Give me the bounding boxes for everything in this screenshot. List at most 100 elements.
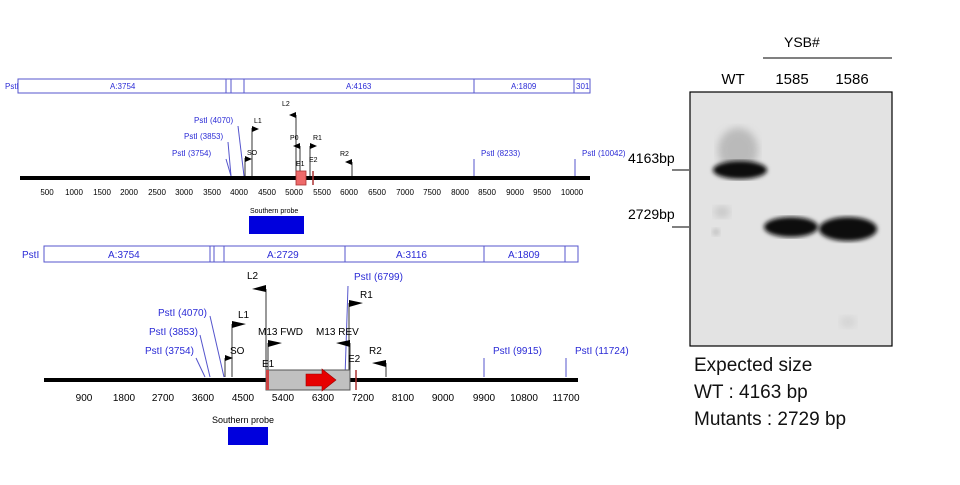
top-probe-label: Southern probe xyxy=(250,208,298,215)
svg-text:3000: 3000 xyxy=(175,188,193,197)
bottom-primer-m13fwd: M13 FWD xyxy=(258,327,303,338)
svg-text:4000: 4000 xyxy=(230,188,248,197)
top-site-3754: PstI (3754) xyxy=(172,149,211,158)
svg-text:900: 900 xyxy=(76,393,93,404)
bottom-primer-m13rev: M13 REV xyxy=(316,327,359,338)
marker-2729-label: 2729bp xyxy=(628,206,675,222)
svg-text:7200: 7200 xyxy=(352,393,375,404)
bottom-primer-r1: R1 xyxy=(360,290,373,301)
southern-blot: YSB# WT 1585 1586 4163bp 2729bp xyxy=(628,34,893,347)
svg-text:9000: 9000 xyxy=(506,188,524,197)
bottom-site-3853: PstI (3853) xyxy=(149,327,198,338)
svg-text:6300: 6300 xyxy=(312,393,335,404)
top-site-8233: PstI (8233) xyxy=(481,149,520,158)
svg-text:1800: 1800 xyxy=(113,393,136,404)
svg-text:9900: 9900 xyxy=(473,393,496,404)
expected-size-caption: Expected size WT : 4163 bp Mutants : 272… xyxy=(694,352,846,433)
band-1586-2729 xyxy=(819,217,877,241)
caption-mutants: Mutants : 2729 bp xyxy=(694,409,847,430)
top-exon-block xyxy=(295,170,307,186)
marker-4163-label: 4163bp xyxy=(628,150,675,166)
bottom-fragment-bar xyxy=(43,245,579,263)
top-site-3853: PstI (3853) xyxy=(184,132,223,141)
svg-text:6000: 6000 xyxy=(340,188,358,197)
bottom-primer-r2: R2 xyxy=(369,346,382,357)
top-primer-l1: L1 xyxy=(254,118,262,125)
band-1585-2729 xyxy=(764,217,818,237)
bottom-probe-label: Southern probe xyxy=(212,415,274,425)
svg-text:9000: 9000 xyxy=(432,393,455,404)
bottom-fragment-3: A:3116 xyxy=(396,250,427,261)
svg-text:1000: 1000 xyxy=(65,188,83,197)
bottom-fragment-1: A:3754 xyxy=(108,250,140,261)
top-primer-p0-arrow xyxy=(293,143,300,149)
top-site-10042: PstI (10042) xyxy=(582,149,626,158)
svg-text:2700: 2700 xyxy=(152,393,175,404)
bottom-fragment-4: A:1809 xyxy=(508,250,540,261)
bottom-primer-l1: L1 xyxy=(238,310,250,321)
bottom-primer-so: SO xyxy=(230,346,245,357)
bottom-enzyme-label: PstI xyxy=(22,250,39,261)
top-fragment-bar xyxy=(17,78,591,94)
svg-text:5000: 5000 xyxy=(285,188,303,197)
bottom-site-3754: PstI (3754) xyxy=(145,346,194,357)
bottom-fragment-2: A:2729 xyxy=(267,250,299,261)
top-primer-r2-arrow xyxy=(345,159,352,165)
blot-group-label: YSB# xyxy=(784,34,820,50)
bottom-primer-so-arrow xyxy=(225,355,233,361)
lane-1585-label: 1585 xyxy=(775,71,808,88)
bottom-site-6799: PstI (6799) xyxy=(354,272,403,283)
lane-1586-label: 1586 xyxy=(835,71,868,88)
top-fragment-1: A:3754 xyxy=(110,82,136,91)
top-fragment-3: A:1809 xyxy=(511,82,537,91)
bottom-primer-r1-arrow xyxy=(349,300,363,307)
svg-text:4500: 4500 xyxy=(232,393,255,404)
svg-text:500: 500 xyxy=(40,188,54,197)
top-primer-so-arrow xyxy=(245,156,252,162)
svg-text:2000: 2000 xyxy=(120,188,138,197)
svg-text:7500: 7500 xyxy=(423,188,441,197)
caption-title: Expected size xyxy=(694,355,813,376)
svg-text:8000: 8000 xyxy=(451,188,469,197)
svg-text:11700: 11700 xyxy=(552,393,580,404)
top-primer-p0: P0 xyxy=(290,135,299,142)
top-primer-l2-arrow xyxy=(289,112,296,118)
top-southern-probe xyxy=(249,216,304,234)
bottom-primer-r2-arrow xyxy=(372,360,386,367)
svg-text:4500: 4500 xyxy=(258,188,276,197)
bottom-exon-e2: E2 xyxy=(348,354,361,365)
svg-text:8100: 8100 xyxy=(392,393,415,404)
bottom-map: PstI A:3754 A:2729 A:3116 A:1809 PstI (3… xyxy=(22,245,629,445)
top-exon-e2: E2 xyxy=(309,157,318,164)
caption-wt: WT : 4163 bp xyxy=(694,382,808,403)
svg-text:3500: 3500 xyxy=(203,188,221,197)
top-enzyme-label: PstI xyxy=(5,82,19,91)
top-site-4070: PstI (4070) xyxy=(194,116,233,125)
top-map: PstI A:3754 A:4163 A:1809 301 PstI (3754… xyxy=(5,78,626,234)
svg-text:5500: 5500 xyxy=(313,188,331,197)
bottom-primer-m13fwd-arrow xyxy=(268,340,282,347)
svg-text:10800: 10800 xyxy=(510,393,538,404)
svg-text:2500: 2500 xyxy=(148,188,166,197)
svg-text:6500: 6500 xyxy=(368,188,386,197)
top-fragment-4: 301 xyxy=(576,82,590,91)
bottom-primer-l1-arrow xyxy=(232,321,246,328)
bottom-primer-l2: L2 xyxy=(247,271,259,282)
top-primer-l1-arrow xyxy=(252,126,259,132)
bottom-primer-l2-arrow xyxy=(252,285,266,292)
svg-text:10000: 10000 xyxy=(561,188,584,197)
svg-text:7000: 7000 xyxy=(396,188,414,197)
svg-text:1500: 1500 xyxy=(93,188,111,197)
lane-wt-label: WT xyxy=(721,71,744,88)
band-wt-4163 xyxy=(713,161,767,179)
cassette-arrow xyxy=(305,368,337,392)
bottom-site-11724: PstI (11724) xyxy=(575,346,629,357)
bottom-southern-probe xyxy=(228,427,268,445)
svg-text:3600: 3600 xyxy=(192,393,215,404)
top-primer-r2: R2 xyxy=(340,151,349,158)
top-primer-l2: L2 xyxy=(282,101,290,108)
top-primer-r1-arrow xyxy=(310,143,317,149)
top-exon-e1: E1 xyxy=(296,161,305,168)
top-primer-r1: R1 xyxy=(313,135,322,142)
